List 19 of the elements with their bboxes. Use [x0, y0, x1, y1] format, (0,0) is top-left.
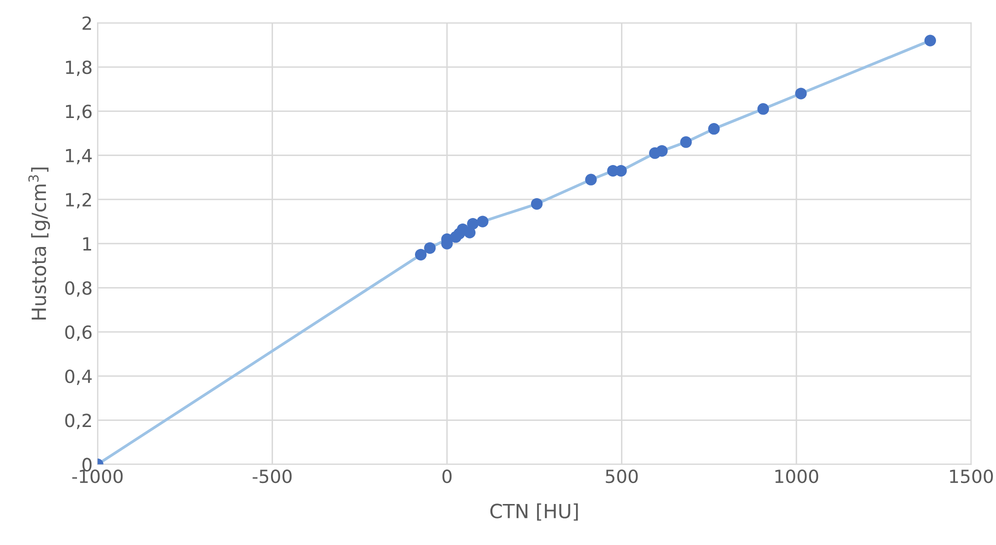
y-tick-label: 1 [83, 237, 92, 250]
x-tick-label: -500 [252, 470, 292, 484]
y-tick-label: 1,8 [66, 60, 92, 76]
x-tick-label: 0 [442, 470, 452, 484]
y-tick-label: 0,8 [65, 281, 92, 297]
x-tick-label: 1000 [775, 470, 818, 484]
y-tick-label: 2 [82, 16, 91, 30]
y-tick-label: 1,2 [66, 192, 91, 208]
y-tick-label: 0,2 [65, 414, 91, 430]
y-tick-label: 0,6 [65, 325, 92, 341]
x-axis-title: CTN [HU] [490, 503, 578, 521]
y-tick-label: 0 [82, 458, 92, 472]
y-axis-title: Hustota [g/cm$^{3}$] [28, 168, 50, 320]
x-tick-label: 1500 [950, 470, 993, 484]
x-tick-label: -1000 [72, 470, 123, 484]
y-tick-label: 1,4 [66, 149, 92, 164]
y-tick-label: 0,4 [65, 370, 92, 386]
y-tick-label: 1,6 [66, 104, 92, 120]
x-tick-label: 500 [606, 470, 638, 484]
